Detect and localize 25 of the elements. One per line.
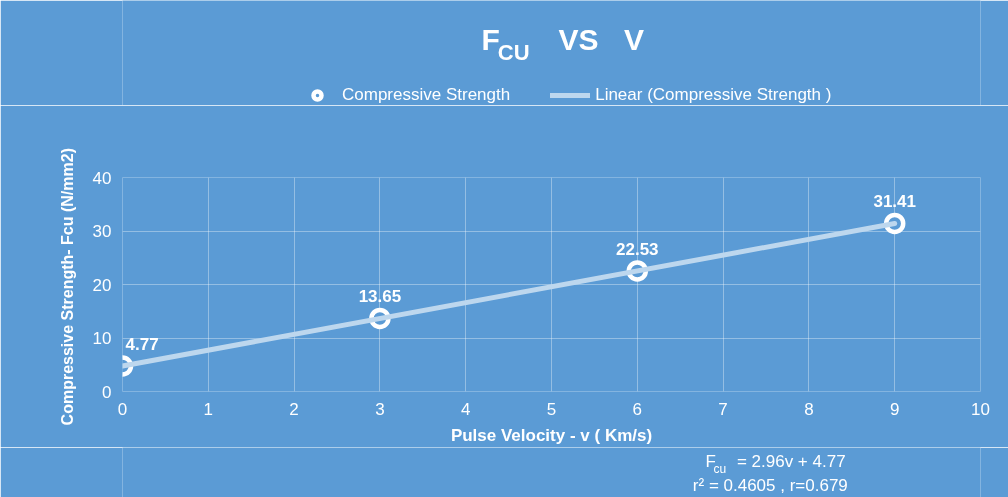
x-axis-title: Pulse Velocity - v ( Km/s) [450, 425, 653, 445]
x-tick-label: 3 [375, 399, 385, 419]
x-tick-label: 9 [889, 399, 900, 419]
x-tick-label: 5 [546, 399, 557, 419]
x-tick-label: 4 [460, 399, 471, 419]
y-tick-label: 10 [92, 329, 112, 348]
x-tick-label: 1 [203, 399, 214, 419]
data-label: 31.41 [873, 192, 916, 212]
x-tick-label: 0 [117, 399, 128, 419]
data-label: 4.77 [125, 334, 159, 354]
y-tick-label: 40 [92, 168, 112, 188]
y-tick-label: 20 [92, 275, 112, 295]
text: r² = 0.4605 , r=0.679 [692, 475, 848, 495]
data-label: 13.65 [358, 287, 402, 307]
y-tick-label: 0 [102, 382, 112, 402]
x-tick-label: 7 [718, 399, 728, 419]
legend-label: Compressive Strength [342, 85, 511, 105]
x-tick-label: 10 [971, 399, 990, 419]
y-tick-label: 30 [92, 222, 112, 241]
data-label: 22.53 [616, 239, 659, 259]
x-tick-label: 8 [804, 399, 814, 419]
x-tick-label: 6 [632, 399, 643, 419]
legend-label: Linear (Compressive Strength ) [595, 85, 832, 105]
x-tick-label: 2 [289, 399, 299, 419]
y-axis-title: Compressive Strength- Fcu (N/mm2) [58, 148, 76, 426]
